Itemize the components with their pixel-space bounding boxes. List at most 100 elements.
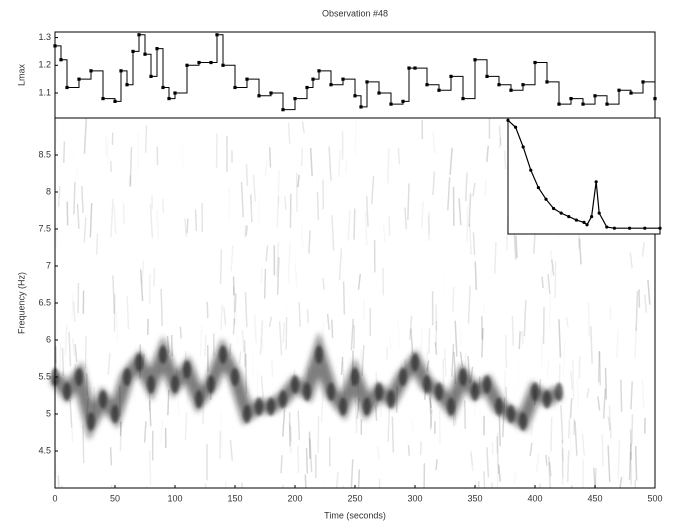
noise-streak (514, 471, 516, 483)
y-tick-label: 1.1 (38, 87, 51, 97)
noise-streak (298, 301, 301, 327)
noise-streak (170, 334, 174, 357)
noise-streak (148, 400, 152, 427)
noise-streak (263, 268, 267, 299)
ridge-peak (183, 360, 191, 379)
noise-streak (442, 358, 445, 388)
inset-point (605, 225, 609, 229)
noise-streak (365, 195, 369, 227)
noise-streak (89, 203, 93, 238)
inset-point (658, 226, 662, 230)
noise-streak (619, 476, 623, 488)
noise-streak (518, 363, 519, 402)
noise-streak (407, 183, 410, 221)
ridge-peak (207, 375, 215, 394)
step-line (55, 34, 656, 111)
noise-streak (598, 351, 602, 386)
noise-streak (541, 276, 544, 289)
noise-streak (428, 328, 431, 354)
noise-streak (361, 345, 365, 377)
noise-streak (426, 360, 430, 372)
point (101, 96, 105, 101)
noise-streak (458, 198, 462, 226)
point (449, 74, 453, 78)
noise-streak (515, 235, 518, 258)
inset-background (507, 117, 661, 235)
ridge-peak (315, 345, 323, 364)
noise-streak (316, 166, 318, 201)
point (293, 96, 297, 101)
point (215, 33, 219, 37)
inset-point (552, 206, 556, 211)
noise-streak (223, 307, 227, 326)
noise-streak (443, 348, 447, 377)
ridge-peak (231, 368, 239, 386)
point (389, 102, 393, 106)
ridge-peak (243, 405, 251, 423)
noise-streak (541, 337, 542, 370)
noise-streak (483, 471, 486, 488)
point (365, 80, 369, 84)
noise-streak (229, 439, 234, 461)
ridge-peak (471, 382, 479, 401)
noise-streak (623, 471, 624, 483)
noise-streak (357, 273, 362, 290)
noise-streak (569, 397, 573, 419)
inset-point (574, 218, 579, 222)
ridge-peak (459, 368, 467, 386)
noise-streak (421, 327, 423, 357)
noise-streak (529, 442, 533, 457)
noise-streak (56, 120, 57, 142)
inset-point (559, 211, 563, 215)
noise-streak (470, 452, 474, 472)
point (605, 102, 609, 106)
point (233, 85, 237, 90)
noise-streak (110, 198, 114, 238)
noise-streak (166, 314, 167, 327)
ridge-peak (303, 382, 311, 401)
noise-streak (322, 277, 325, 290)
ridge-peak (327, 382, 335, 401)
noise-streak (449, 147, 453, 175)
noise-streak (617, 439, 621, 479)
point (473, 58, 477, 62)
inset-point (585, 223, 589, 227)
noise-streak (429, 409, 433, 431)
x-tick-label: 50 (110, 493, 120, 503)
noise-streak (567, 418, 571, 439)
noise-streak (295, 264, 297, 287)
noise-streak (76, 203, 80, 229)
noise-streak (342, 281, 346, 315)
noise-streak (326, 313, 330, 330)
noise-streak (107, 352, 111, 375)
noise-streak (521, 330, 524, 345)
noise-streak (289, 425, 293, 443)
point (425, 83, 429, 87)
ridge-peak (399, 368, 407, 386)
noise-streak (301, 121, 305, 134)
inset-point (529, 168, 533, 172)
x-tick-label: 200 (287, 493, 302, 503)
ridge-peak (483, 375, 491, 394)
noise-streak (69, 399, 73, 429)
point (59, 58, 63, 62)
point (359, 105, 363, 109)
x-tick-label: 150 (227, 493, 242, 503)
ridge-peak (279, 390, 287, 409)
noise-streak (514, 383, 515, 407)
noise-streak (83, 118, 88, 154)
ridge-peak (75, 368, 83, 386)
noise-streak (390, 338, 391, 348)
noise-streak (647, 280, 651, 305)
x-tick-label: 0 (52, 493, 57, 503)
noise-streak (262, 338, 263, 351)
noise-streak (397, 147, 401, 165)
noise-streak (148, 450, 152, 485)
ridge-peak (507, 405, 515, 423)
noise-streak (421, 201, 424, 229)
x-tick-label: 100 (167, 493, 182, 503)
noise-streak (230, 245, 234, 272)
noise-streak (404, 470, 405, 489)
noise-streak (398, 317, 400, 348)
noise-streak (76, 168, 78, 180)
